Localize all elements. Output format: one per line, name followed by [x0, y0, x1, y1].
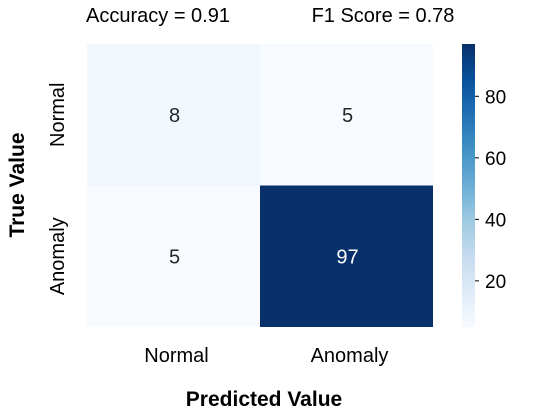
heatmap-cell-normal-normal — [87, 44, 260, 186]
accuracy-label: Accuracy = 0.91 — [86, 5, 230, 27]
x-tick-label: Normal — [144, 345, 208, 367]
cell-value-label: 5 — [342, 105, 353, 127]
heatmap-cell-anomaly-normal — [87, 185, 260, 327]
cell-value-label: 8 — [169, 105, 180, 127]
f1-score-label: F1 Score = 0.78 — [312, 5, 455, 27]
heatmap-cell-normal-anomaly — [260, 44, 433, 186]
y-tick-label: Normal — [47, 83, 69, 147]
x-tick-label: Anomaly — [311, 345, 389, 367]
heatmap-cells — [87, 44, 433, 327]
x-axis-ticks: Normal Anomaly — [144, 345, 388, 367]
colorbar-tick-label: 60 — [485, 149, 506, 170]
y-axis-ticks: Normal Anomaly — [47, 83, 69, 296]
colorbar-ticks: 20 40 60 80 — [475, 87, 506, 293]
heatmap-cell-labels: 8 5 5 97 — [169, 105, 359, 269]
colorbar-tick-label: 80 — [485, 87, 506, 108]
y-axis-title: True Value — [6, 132, 29, 237]
colorbar — [462, 44, 475, 327]
cell-value-label: 5 — [169, 246, 180, 268]
colorbar-tick-label: 40 — [485, 210, 506, 231]
heatmap-cell-anomaly-anomaly — [260, 185, 433, 327]
colorbar-tick-label: 20 — [485, 272, 506, 293]
x-axis-title: Predicted Value — [186, 388, 342, 411]
cell-value-label: 97 — [336, 246, 358, 268]
y-tick-label: Anomaly — [47, 217, 69, 295]
